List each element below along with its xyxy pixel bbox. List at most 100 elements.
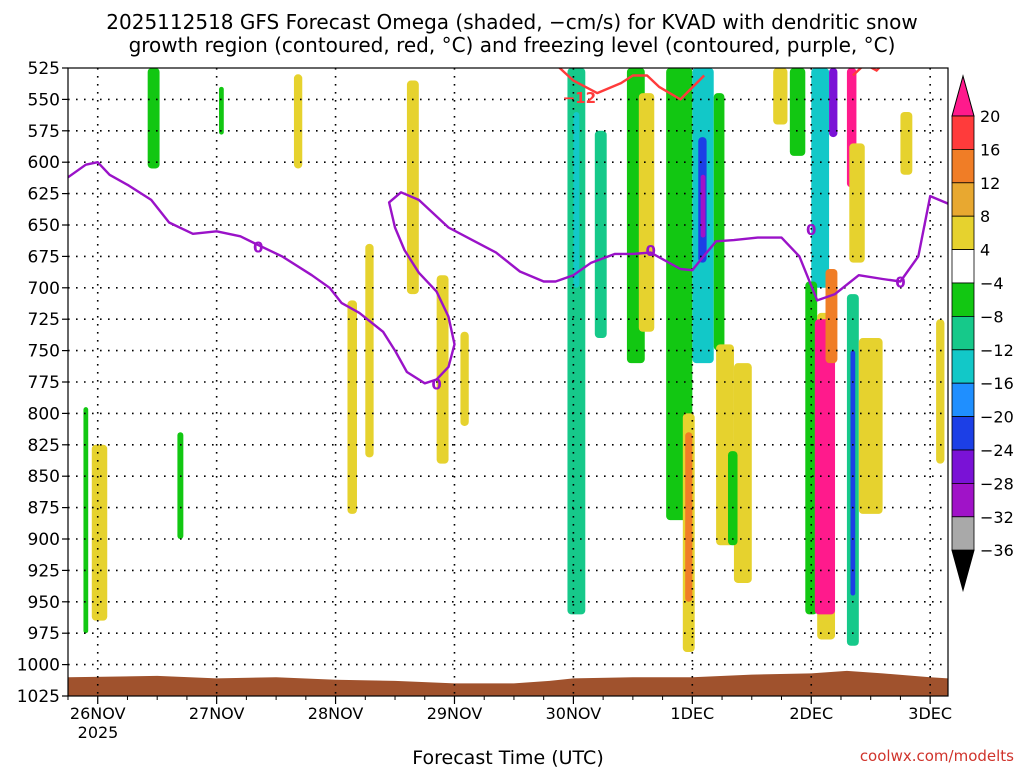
y-tick-label-850: 850 bbox=[28, 467, 60, 487]
omega-region-38 bbox=[858, 338, 883, 514]
x-tick-label-6: 2DEC bbox=[789, 704, 833, 723]
terrain-fill bbox=[68, 670, 948, 696]
y-tick-label-975: 975 bbox=[28, 624, 60, 644]
omega-region-7 bbox=[365, 243, 374, 458]
omega-region-18 bbox=[685, 432, 693, 602]
freezing-label-3: 0 bbox=[806, 221, 816, 239]
colorbar-label-6: −8 bbox=[980, 307, 1004, 326]
freezing-label-1: 0 bbox=[431, 375, 441, 393]
credit-text: coolwx.com/modelts bbox=[860, 747, 1014, 765]
y-tick-label-575: 575 bbox=[28, 122, 60, 142]
omega-region-3 bbox=[177, 432, 184, 539]
x-tick-label-0: 26NOV bbox=[70, 704, 126, 723]
freezing-label-4: 0 bbox=[895, 274, 905, 292]
omega-region-13 bbox=[594, 130, 607, 339]
colorbar-box-10 bbox=[951, 416, 975, 451]
y-axis: 525 550 575 600 625 650 675 700 725 750 775 800 825 8… bbox=[17, 59, 68, 707]
omega-region-1 bbox=[91, 444, 108, 621]
x-tick-label-1: 27NOV bbox=[189, 704, 245, 723]
colorbar-box-12 bbox=[951, 482, 975, 518]
omega-region-10 bbox=[460, 331, 469, 426]
y-tick-label-750: 750 bbox=[28, 342, 60, 362]
omega-region-32 bbox=[814, 319, 836, 615]
x-axis-label: Forecast Time (UTC) bbox=[412, 747, 603, 768]
y-tick-label-1000: 1000 bbox=[17, 656, 60, 676]
freezing-label-2: 0 bbox=[645, 242, 655, 260]
colorbar-bottom-arrow bbox=[951, 549, 975, 593]
colorbar-box-5 bbox=[951, 249, 975, 284]
omega-region-33 bbox=[825, 268, 838, 364]
colorbar-label-13: −36 bbox=[980, 541, 1014, 560]
colorbar-label-1: 16 bbox=[980, 140, 1000, 159]
y-tick-label-950: 950 bbox=[28, 593, 60, 613]
colorbar-box-1 bbox=[951, 115, 975, 150]
omega-region-21 bbox=[700, 174, 706, 238]
omega-region-40 bbox=[936, 319, 945, 464]
omega-region-16 bbox=[666, 68, 693, 521]
colorbar-label-11: −28 bbox=[980, 474, 1014, 493]
omega-region-12 bbox=[573, 111, 580, 288]
y-tick-label-725: 725 bbox=[28, 310, 60, 330]
y-tick-label-775: 775 bbox=[28, 373, 60, 393]
y-tick-label-600: 600 bbox=[28, 153, 60, 173]
freezing-label-0: 0 bbox=[253, 238, 263, 256]
chart-title-line-2: growth region (contoured, red, °C) and f… bbox=[129, 33, 896, 57]
x-tick-label-5: 1DEC bbox=[670, 704, 714, 723]
omega-region-25 bbox=[728, 451, 738, 546]
colorbar-label-4: 4 bbox=[980, 241, 990, 260]
chart-title-line-1: 2025112518 GFS Forecast Omega (shaded, −… bbox=[106, 10, 917, 34]
omega-region-2 bbox=[147, 68, 160, 169]
omega-region-5 bbox=[293, 74, 303, 169]
colorbar-box-4 bbox=[951, 215, 975, 250]
colorbar-label-8: −16 bbox=[980, 374, 1014, 393]
omega-region-6 bbox=[347, 300, 357, 514]
omega-region-4 bbox=[219, 86, 224, 135]
terrain-area bbox=[68, 670, 948, 696]
y-tick-label-525: 525 bbox=[28, 59, 60, 79]
y-tick-label-1025: 1025 bbox=[17, 687, 60, 707]
y-tick-label-825: 825 bbox=[28, 436, 60, 456]
freezing-level-line bbox=[68, 161, 948, 385]
omega-shading bbox=[83, 68, 945, 653]
y-tick-label-650: 650 bbox=[28, 216, 60, 236]
colorbar-box-2 bbox=[951, 148, 975, 184]
colorbar-label-2: 12 bbox=[980, 174, 1000, 193]
omega-region-29 bbox=[829, 68, 838, 138]
colorbar-box-6 bbox=[951, 282, 975, 317]
omega-region-27 bbox=[789, 68, 806, 156]
dgz-contour-line-b bbox=[852, 68, 881, 77]
colorbar-box-13 bbox=[951, 516, 975, 551]
omega-region-22 bbox=[713, 93, 725, 351]
y-tick-label-875: 875 bbox=[28, 499, 60, 519]
y-tick-label-700: 700 bbox=[28, 279, 60, 299]
dgz-contour-line bbox=[557, 68, 706, 101]
colorbar-label-0: 20 bbox=[980, 107, 1000, 126]
x-axis: 26NOV 27NOV 28NOV 29NOV 30NOV 1DEC 2DEC 3DEC bbox=[67, 696, 952, 723]
colorbar-box-7 bbox=[951, 315, 975, 351]
x-tick-label-4: 30NOV bbox=[546, 704, 602, 723]
colorbar-label-10: −24 bbox=[980, 441, 1014, 460]
grid-lines bbox=[68, 68, 948, 696]
y-tick-label-800: 800 bbox=[28, 404, 60, 424]
colorbar-label-7: −12 bbox=[980, 341, 1014, 360]
omega-region-11 bbox=[567, 68, 586, 615]
colorbar-top-arrow bbox=[951, 74, 975, 117]
colorbar-label-12: −32 bbox=[980, 508, 1014, 527]
omega-region-26 bbox=[773, 68, 788, 125]
year-label: 2025 bbox=[78, 723, 119, 742]
colorbar-box-11 bbox=[951, 449, 975, 484]
colorbar-box-8 bbox=[951, 349, 975, 384]
omega-region-24 bbox=[733, 363, 752, 583]
contour-lines: 0 0 0 0 0 −12 bbox=[68, 68, 948, 393]
colorbar-label-5: −4 bbox=[980, 274, 1004, 293]
omega-region-37 bbox=[850, 350, 856, 596]
x-tick-label-7: 3DEC bbox=[908, 704, 952, 723]
omega-region-8 bbox=[406, 80, 419, 295]
colorbar-label-3: 8 bbox=[980, 207, 990, 226]
x-tick-label-3: 29NOV bbox=[427, 704, 483, 723]
omega-region-0 bbox=[83, 407, 89, 634]
y-tick-label-925: 925 bbox=[28, 561, 60, 581]
omega-region-30 bbox=[805, 281, 818, 615]
colorbar-box-3 bbox=[951, 182, 975, 217]
